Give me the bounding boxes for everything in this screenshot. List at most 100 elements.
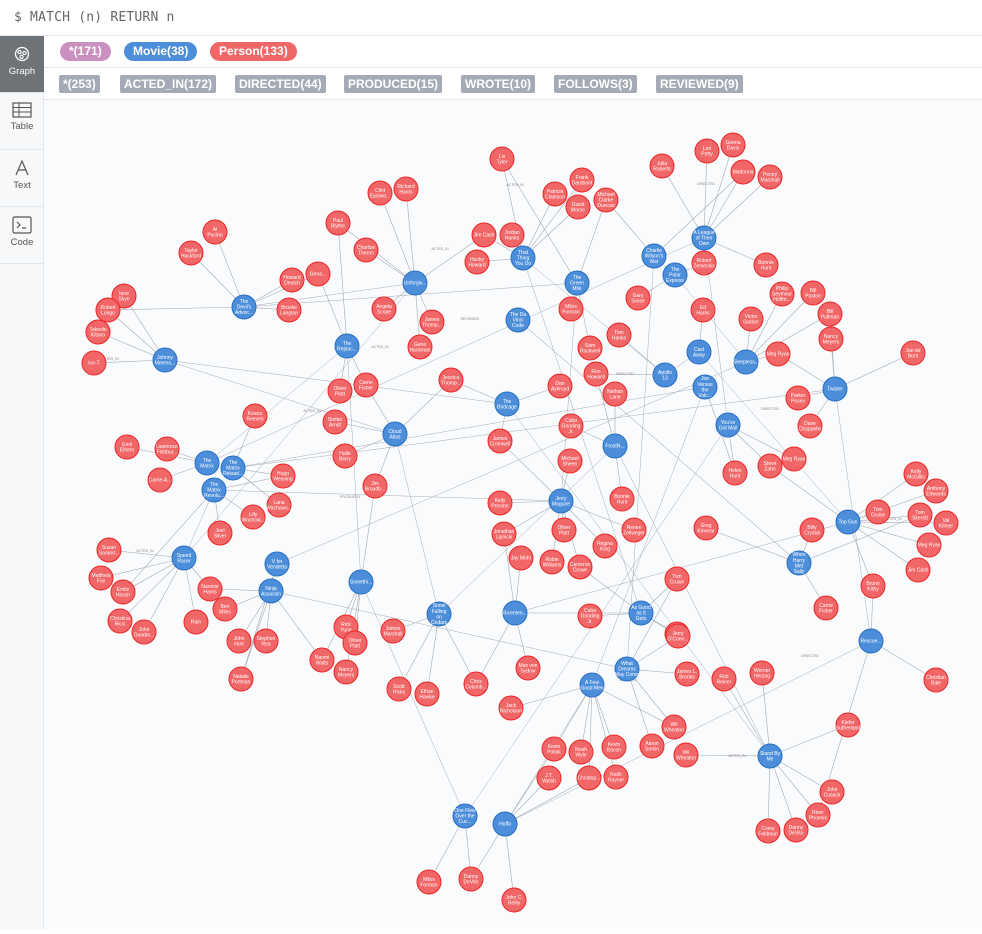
node-circle[interactable] [568, 739, 594, 765]
person-node[interactable]: Matthew Fox [88, 565, 114, 591]
person-node[interactable]: Oliver Platt [327, 378, 353, 404]
movie-node[interactable]: The Da Vinci Code [505, 307, 531, 333]
node-circle[interactable] [835, 509, 861, 535]
node-circle[interactable] [720, 132, 746, 158]
node-circle[interactable] [835, 712, 861, 738]
person-node[interactable]: Corey Feldman [755, 818, 781, 844]
relationship-edge[interactable] [183, 282, 416, 559]
person-node[interactable]: Tom Skerritt [907, 502, 933, 528]
relationship-edge[interactable] [661, 165, 705, 239]
node-circle[interactable] [692, 374, 718, 400]
rel-tag-reviewed[interactable]: REVIEWED(9) [656, 75, 743, 93]
node-circle[interactable] [494, 391, 520, 417]
node-circle[interactable] [96, 537, 122, 563]
node-circle[interactable] [757, 453, 783, 479]
node-circle[interactable] [85, 319, 111, 345]
node-circle[interactable] [606, 322, 632, 348]
node-circle[interactable] [487, 428, 513, 454]
person-node[interactable]: Rob Reiner [711, 666, 737, 692]
node-circle[interactable] [551, 517, 577, 543]
person-node[interactable]: Jim Broadb... [362, 473, 388, 499]
person-node[interactable]: Ione Skye [111, 283, 137, 309]
person-node[interactable]: Christina Ricci [107, 608, 133, 634]
movie-node[interactable]: Rescue... [858, 628, 884, 654]
node-circle[interactable] [765, 341, 791, 367]
relationship-edge[interactable] [614, 445, 771, 757]
person-node[interactable]: Steve Zahn [757, 453, 783, 479]
person-node[interactable]: Jim Cash [905, 557, 931, 583]
node-circle[interactable] [393, 176, 419, 202]
person-node[interactable]: Ron Howard [583, 361, 609, 387]
person-node[interactable]: Robin Williams [539, 549, 565, 575]
relationship-edge[interactable] [119, 557, 185, 622]
node-circle[interactable] [371, 296, 397, 322]
node-circle[interactable] [577, 335, 603, 361]
person-node[interactable]: Susan Sarand... [96, 537, 122, 563]
node-circle[interactable] [353, 237, 379, 263]
node-circle[interactable] [414, 681, 440, 707]
node-circle[interactable] [183, 609, 209, 635]
relationship-edge[interactable] [745, 292, 814, 363]
node-circle[interactable] [541, 736, 567, 762]
movie-node[interactable]: Sleepless... [733, 349, 759, 375]
person-node[interactable]: Jordan Hanks [499, 222, 525, 248]
person-node[interactable]: Renee Zellweger [621, 517, 647, 543]
relationship-edge[interactable] [394, 379, 452, 435]
movie-node[interactable]: A Few Good Men [579, 672, 605, 698]
relationship-edge[interactable] [847, 521, 947, 524]
person-node[interactable]: Jonathan Lipnicki [491, 521, 517, 547]
relationship-edge[interactable] [522, 257, 666, 376]
node-circle[interactable] [781, 446, 807, 472]
relationship-edge[interactable] [588, 684, 593, 779]
node-circle[interactable] [539, 549, 565, 575]
node-circle[interactable] [576, 765, 602, 791]
person-node[interactable]: Meg Ryan [765, 341, 791, 367]
node-circle[interactable] [769, 281, 795, 307]
person-node[interactable]: Kelly McGillis [903, 461, 929, 487]
node-circle[interactable] [154, 436, 180, 462]
person-node[interactable]: Max von Sydow [515, 655, 541, 681]
person-node[interactable]: Regina King [592, 533, 618, 559]
person-node[interactable]: John Hurt [226, 628, 252, 654]
node-circle[interactable] [900, 340, 926, 366]
person-node[interactable]: Michael Sheen [557, 448, 583, 474]
person-node[interactable]: Angela Scope [371, 296, 397, 322]
node-circle[interactable] [463, 671, 489, 697]
relationship-edge[interactable] [769, 724, 849, 757]
relationship-edge[interactable] [504, 640, 872, 825]
person-node[interactable]: Gene Hackman [407, 334, 433, 360]
node-circle[interactable] [652, 362, 678, 388]
person-node[interactable]: Aaron Sorkin [639, 733, 665, 759]
relationship-edge[interactable] [769, 755, 797, 831]
node-circle[interactable] [178, 240, 204, 266]
movie-node[interactable]: One Flew Over the Cuc... [452, 803, 478, 829]
relationship-edge[interactable] [506, 403, 771, 757]
node-circle[interactable] [253, 628, 279, 654]
person-node[interactable]: Taylor Hackford [178, 240, 204, 266]
node-circle[interactable] [492, 811, 518, 837]
person-node[interactable]: Stefan Arndt [322, 409, 348, 435]
node-circle[interactable] [202, 219, 228, 245]
person-node[interactable]: Emile Hirsch [110, 579, 136, 605]
node-circle[interactable] [916, 532, 942, 558]
node-circle[interactable] [662, 262, 688, 288]
person-node[interactable]: Bill Paxton [800, 280, 826, 306]
person-node[interactable]: Lori Petty [694, 138, 720, 164]
relationship-edge[interactable] [360, 485, 376, 583]
node-circle[interactable] [822, 376, 848, 402]
node-circle[interactable] [674, 661, 700, 687]
node-circle[interactable] [690, 297, 716, 323]
node-circle[interactable] [757, 743, 783, 769]
node-circle[interactable] [933, 510, 959, 536]
relationship-edge[interactable] [767, 755, 771, 832]
relationship-edge[interactable] [560, 500, 635, 531]
person-node[interactable]: Cuba Gooding Jr. [558, 413, 584, 439]
node-circle[interactable] [88, 565, 114, 591]
movie-node[interactable]: Ninja Assassin [258, 578, 284, 604]
node-circle[interactable] [362, 473, 388, 499]
node-circle[interactable] [649, 153, 675, 179]
node-circle[interactable] [380, 618, 406, 644]
person-node[interactable]: Clint Eastwo... [367, 180, 393, 206]
person-node[interactable]: Greg Kinnear [693, 515, 719, 541]
relationship-edge[interactable] [214, 231, 245, 308]
